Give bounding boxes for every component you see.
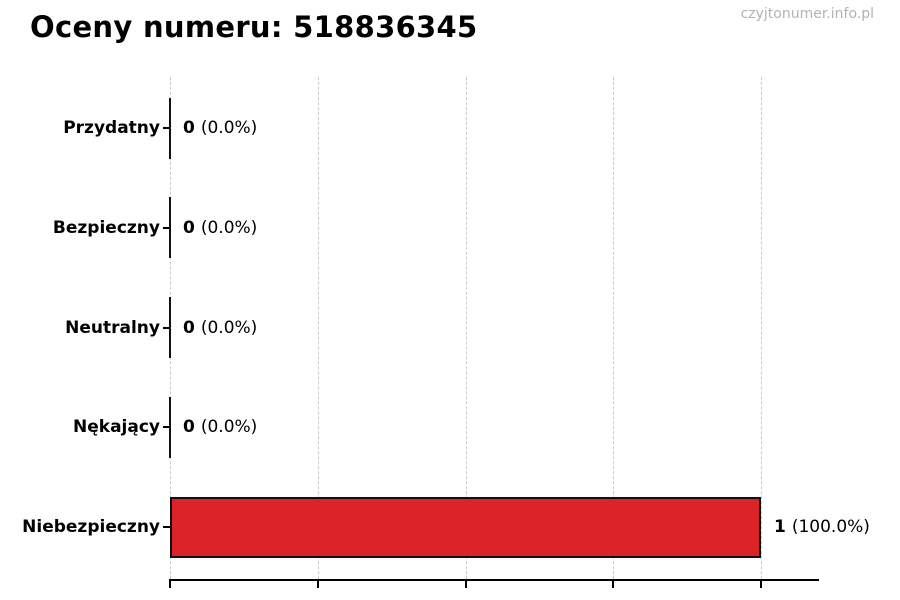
value-count: 0: [183, 417, 195, 438]
x-axis-line: [169, 579, 819, 581]
category-label: Niebezpieczny: [22, 517, 160, 537]
x-gridline: [317, 77, 319, 579]
value-count: 0: [183, 118, 195, 138]
x-gridline: [613, 77, 615, 579]
category-label: Przydatny: [63, 118, 160, 138]
x-axis-tick: [464, 581, 467, 588]
value-percent: (0.0%): [200, 118, 258, 138]
value-label: 0 (0.0%): [183, 316, 257, 340]
x-gridline: [761, 77, 762, 579]
zero-bar-edge: [169, 97, 171, 159]
category-label: Neutralny: [65, 317, 160, 338]
y-axis-tick: [163, 326, 170, 329]
zero-bar-edge: [169, 396, 171, 458]
category-label: Nękający: [73, 417, 160, 438]
value-percent: (100.0%): [791, 517, 870, 537]
value-count: 0: [183, 217, 195, 238]
value-percent: (0.0%): [200, 417, 258, 438]
y-axis-tick: [163, 426, 170, 429]
y-axis-tick: [163, 526, 170, 528]
zero-bar-edge: [169, 197, 171, 259]
value-label: 1 (100.0%): [774, 515, 870, 539]
chart-title: Oceny numeru: 518836345: [30, 10, 478, 44]
category-label: Bezpieczny: [52, 217, 160, 238]
bar-niebezpieczny: [170, 496, 761, 558]
value-label: 0 (0.0%): [183, 216, 257, 240]
x-axis-tick: [760, 581, 762, 588]
x-axis-tick: [612, 581, 615, 588]
x-axis-tick: [169, 581, 171, 588]
value-percent: (0.0%): [200, 217, 258, 238]
value-count: 1: [774, 517, 786, 537]
value-percent: (0.0%): [200, 317, 258, 338]
value-count: 0: [183, 317, 195, 338]
x-axis-tick: [316, 581, 319, 588]
y-axis-tick: [163, 127, 170, 129]
value-label: 0 (0.0%): [183, 116, 257, 140]
x-gridline: [465, 77, 467, 579]
watermark-text: czyjtonumer.info.pl: [740, 6, 874, 22]
y-axis-tick: [163, 226, 170, 229]
zero-bar-edge: [169, 297, 171, 358]
value-label: 0 (0.0%): [183, 415, 257, 439]
